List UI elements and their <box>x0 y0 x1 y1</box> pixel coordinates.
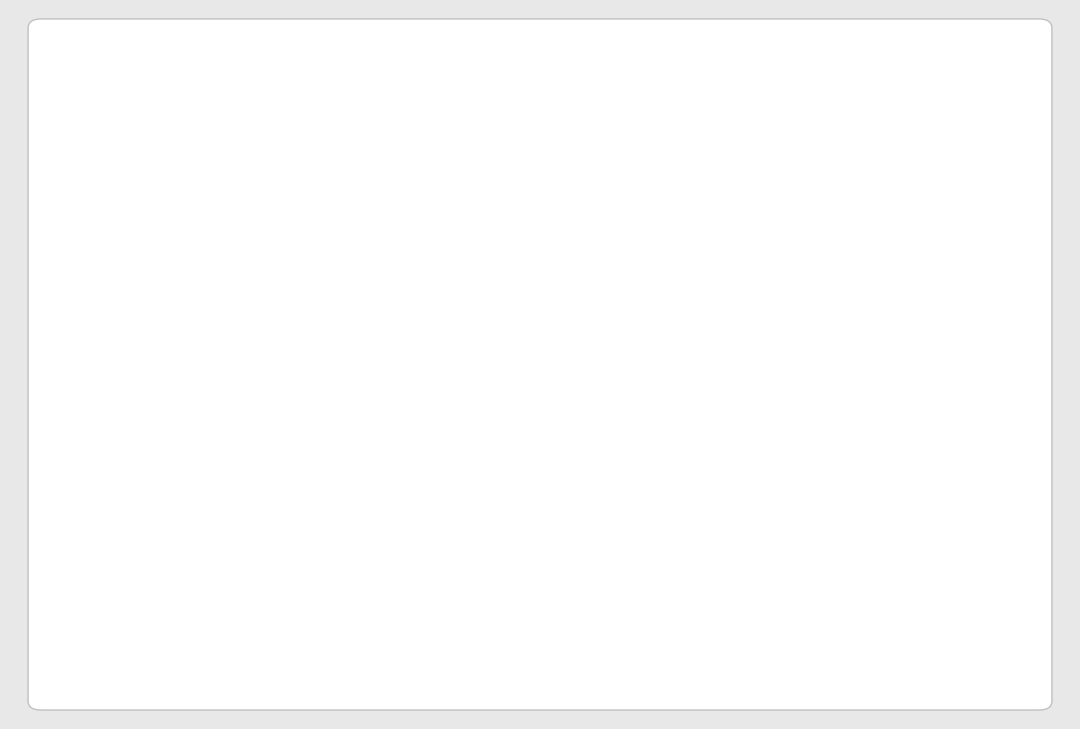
Text: {(0,−6,1,0), (0,9,0,1)}: {(0,−6,1,0), (0,9,0,1)} <box>167 558 512 587</box>
Text: {(0,6,1,0), (0,−9,0,1)}: {(0,6,1,0), (0,−9,0,1)} <box>167 225 512 254</box>
Text: Then a basis for $W$ is:: Then a basis for $W$ is: <box>86 142 326 162</box>
Text: None of the mentioned: None of the mentioned <box>167 446 519 475</box>
Text: Let $W = \{(0, x, y, z): x + 6y - 9z = 0\}$ be a subspace of $\mathbb{R}^4$.: Let $W = \{(0, x, y, z): x + 6y - 9z = 0… <box>86 91 726 120</box>
Text: {(0,3,1,0), (0,−9,0,1)}: {(0,3,1,0), (0,−9,0,1)} <box>167 335 512 364</box>
